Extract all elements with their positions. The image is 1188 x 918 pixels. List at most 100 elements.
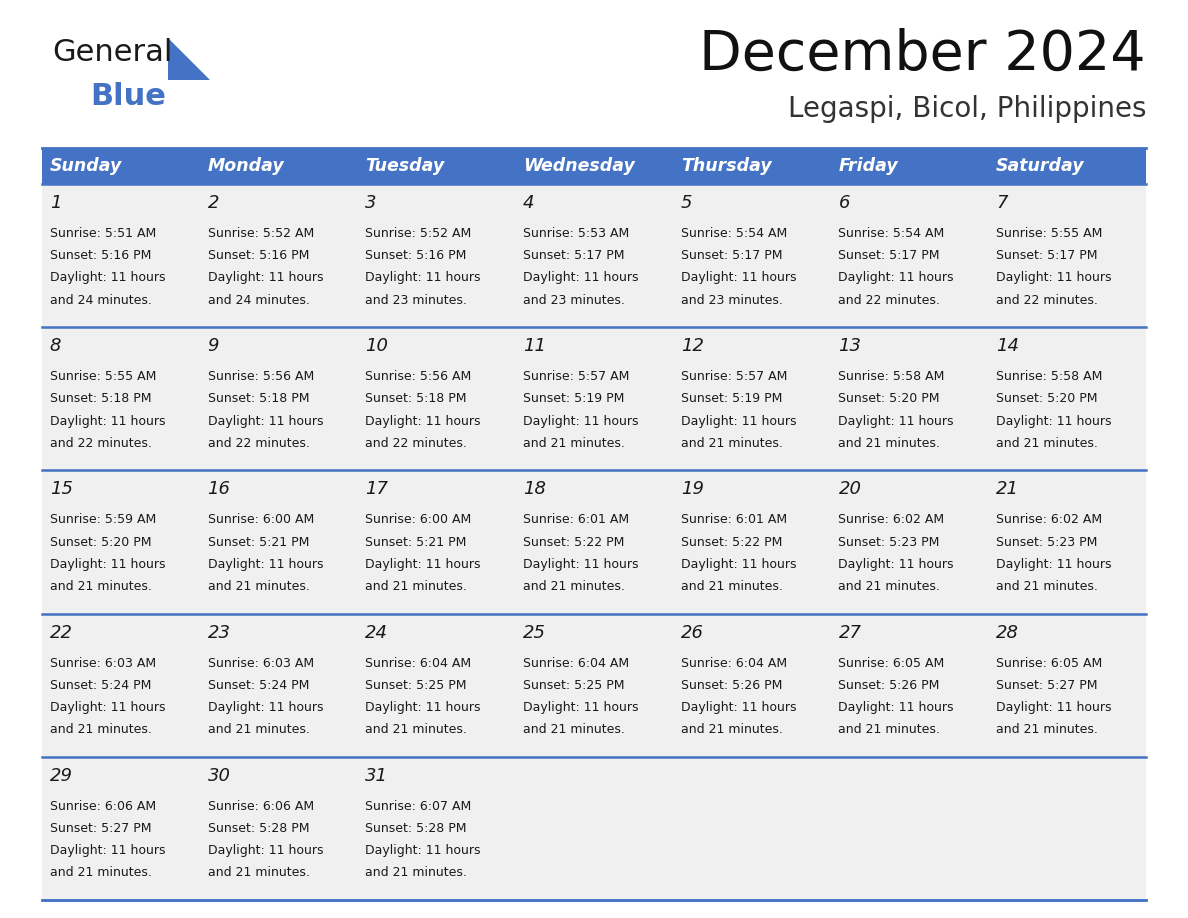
Text: Sunset: 5:18 PM: Sunset: 5:18 PM (208, 392, 309, 406)
Text: Sunrise: 6:00 AM: Sunrise: 6:00 AM (208, 513, 314, 526)
Text: Sunset: 5:26 PM: Sunset: 5:26 PM (839, 678, 940, 692)
Text: 20: 20 (839, 480, 861, 498)
Text: Sunrise: 6:04 AM: Sunrise: 6:04 AM (366, 656, 472, 669)
Text: Friday: Friday (839, 157, 898, 175)
Text: and 24 minutes.: and 24 minutes. (208, 294, 310, 307)
Text: 21: 21 (997, 480, 1019, 498)
Bar (200, 327, 358, 470)
Text: Daylight: 11 hours: Daylight: 11 hours (839, 558, 954, 571)
Bar (988, 613, 1146, 756)
Text: and 22 minutes.: and 22 minutes. (366, 437, 467, 450)
Text: Daylight: 11 hours: Daylight: 11 hours (208, 701, 323, 714)
Text: 18: 18 (523, 480, 546, 498)
Text: Sunset: 5:18 PM: Sunset: 5:18 PM (366, 392, 467, 406)
Text: Daylight: 11 hours: Daylight: 11 hours (839, 272, 954, 285)
Text: Daylight: 11 hours: Daylight: 11 hours (50, 272, 165, 285)
Text: 19: 19 (681, 480, 703, 498)
Text: Sunset: 5:24 PM: Sunset: 5:24 PM (208, 678, 309, 692)
Polygon shape (168, 38, 210, 80)
Text: 23: 23 (208, 623, 230, 642)
Text: and 21 minutes.: and 21 minutes. (208, 723, 310, 736)
Text: Sunrise: 6:01 AM: Sunrise: 6:01 AM (681, 513, 786, 526)
Text: Sunrise: 6:03 AM: Sunrise: 6:03 AM (50, 656, 156, 669)
Text: Sunrise: 6:05 AM: Sunrise: 6:05 AM (839, 656, 944, 669)
Text: Daylight: 11 hours: Daylight: 11 hours (50, 415, 165, 428)
Bar (830, 184, 988, 327)
Text: Sunset: 5:25 PM: Sunset: 5:25 PM (523, 678, 625, 692)
Text: 16: 16 (208, 480, 230, 498)
Text: Monday: Monday (208, 157, 284, 175)
Text: Sunset: 5:17 PM: Sunset: 5:17 PM (839, 249, 940, 263)
Text: Sunrise: 6:02 AM: Sunrise: 6:02 AM (839, 513, 944, 526)
Text: and 21 minutes.: and 21 minutes. (366, 867, 467, 879)
Text: Sunset: 5:16 PM: Sunset: 5:16 PM (208, 249, 309, 263)
Text: Sunset: 5:20 PM: Sunset: 5:20 PM (50, 535, 151, 549)
Text: Sunset: 5:22 PM: Sunset: 5:22 PM (681, 535, 782, 549)
Bar (830, 327, 988, 470)
Text: and 21 minutes.: and 21 minutes. (997, 723, 1098, 736)
Text: Sunset: 5:20 PM: Sunset: 5:20 PM (839, 392, 940, 406)
Text: and 21 minutes.: and 21 minutes. (523, 580, 625, 593)
Bar (200, 184, 358, 327)
Text: and 21 minutes.: and 21 minutes. (997, 437, 1098, 450)
Text: Daylight: 11 hours: Daylight: 11 hours (681, 415, 796, 428)
Text: Tuesday: Tuesday (366, 157, 444, 175)
Text: Sunrise: 6:05 AM: Sunrise: 6:05 AM (997, 656, 1102, 669)
Text: 1: 1 (50, 194, 62, 212)
Text: and 22 minutes.: and 22 minutes. (208, 437, 310, 450)
Text: Sunrise: 5:54 AM: Sunrise: 5:54 AM (681, 227, 786, 240)
Text: and 21 minutes.: and 21 minutes. (366, 580, 467, 593)
Text: Sunset: 5:28 PM: Sunset: 5:28 PM (366, 822, 467, 835)
Text: 25: 25 (523, 623, 546, 642)
Bar (42, 148, 1146, 184)
Text: General: General (52, 38, 172, 67)
Text: and 21 minutes.: and 21 minutes. (681, 723, 783, 736)
Text: Daylight: 11 hours: Daylight: 11 hours (523, 415, 638, 428)
Text: Sunrise: 5:58 AM: Sunrise: 5:58 AM (997, 370, 1102, 383)
Text: Daylight: 11 hours: Daylight: 11 hours (681, 701, 796, 714)
Text: and 21 minutes.: and 21 minutes. (997, 580, 1098, 593)
Text: Daylight: 11 hours: Daylight: 11 hours (208, 558, 323, 571)
Text: 24: 24 (366, 623, 388, 642)
Text: Sunset: 5:24 PM: Sunset: 5:24 PM (50, 678, 151, 692)
Text: 7: 7 (997, 194, 1007, 212)
Bar (672, 756, 830, 900)
Text: Sunrise: 5:55 AM: Sunrise: 5:55 AM (997, 227, 1102, 240)
Text: Daylight: 11 hours: Daylight: 11 hours (839, 701, 954, 714)
Text: 3: 3 (366, 194, 377, 212)
Text: Sunset: 5:23 PM: Sunset: 5:23 PM (839, 535, 940, 549)
Text: Sunrise: 6:04 AM: Sunrise: 6:04 AM (681, 656, 786, 669)
Bar (516, 327, 672, 470)
Text: Daylight: 11 hours: Daylight: 11 hours (523, 558, 638, 571)
Text: 29: 29 (50, 767, 72, 785)
Text: Saturday: Saturday (997, 157, 1085, 175)
Text: Wednesday: Wednesday (523, 157, 634, 175)
Text: 15: 15 (50, 480, 72, 498)
Text: 2: 2 (208, 194, 219, 212)
Text: 12: 12 (681, 337, 703, 355)
Text: 22: 22 (50, 623, 72, 642)
Text: Thursday: Thursday (681, 157, 771, 175)
Text: 31: 31 (366, 767, 388, 785)
Text: Daylight: 11 hours: Daylight: 11 hours (208, 272, 323, 285)
Text: Sunrise: 5:52 AM: Sunrise: 5:52 AM (208, 227, 314, 240)
Text: Sunrise: 5:51 AM: Sunrise: 5:51 AM (50, 227, 156, 240)
Text: Sunset: 5:16 PM: Sunset: 5:16 PM (50, 249, 151, 263)
Text: and 21 minutes.: and 21 minutes. (50, 867, 152, 879)
Text: Daylight: 11 hours: Daylight: 11 hours (50, 845, 165, 857)
Text: Sunrise: 6:03 AM: Sunrise: 6:03 AM (208, 656, 314, 669)
Text: Sunset: 5:19 PM: Sunset: 5:19 PM (681, 392, 782, 406)
Text: and 21 minutes.: and 21 minutes. (208, 867, 310, 879)
Text: Daylight: 11 hours: Daylight: 11 hours (366, 845, 481, 857)
Text: 26: 26 (681, 623, 703, 642)
Text: 10: 10 (366, 337, 388, 355)
Text: Sunset: 5:28 PM: Sunset: 5:28 PM (208, 822, 309, 835)
Text: and 21 minutes.: and 21 minutes. (523, 437, 625, 450)
Text: December 2024: December 2024 (700, 28, 1146, 82)
Text: and 22 minutes.: and 22 minutes. (50, 437, 152, 450)
Text: Sunrise: 5:54 AM: Sunrise: 5:54 AM (839, 227, 944, 240)
Text: Sunrise: 5:52 AM: Sunrise: 5:52 AM (366, 227, 472, 240)
Text: and 24 minutes.: and 24 minutes. (50, 294, 152, 307)
Text: and 22 minutes.: and 22 minutes. (997, 294, 1098, 307)
Text: Sunrise: 5:53 AM: Sunrise: 5:53 AM (523, 227, 630, 240)
